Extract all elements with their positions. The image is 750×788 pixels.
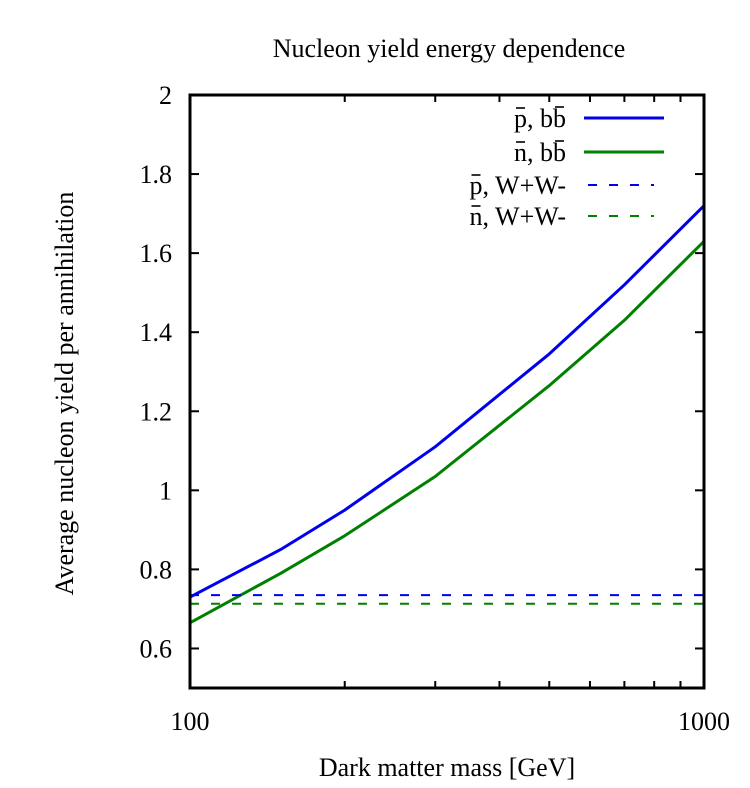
legend-separator: , xyxy=(527,138,540,167)
legend-label: n, W+W- xyxy=(470,202,567,231)
legend-label: p, W+W- xyxy=(470,171,567,200)
legend-channel: W+W- xyxy=(495,202,566,231)
x-axis-label: Dark matter mass [GeV] xyxy=(319,753,575,782)
y-tick-label: 2 xyxy=(159,81,172,110)
x-tick-label: 1000 xyxy=(678,707,730,736)
legend-particle: p xyxy=(514,104,527,133)
legend-separator: , xyxy=(527,104,540,133)
legend-particle: n xyxy=(514,138,527,167)
legend-particle: p xyxy=(470,171,483,200)
chart-title: Nucleon yield energy dependence xyxy=(273,34,626,63)
legend-channel: W+W- xyxy=(495,171,566,200)
legend-channel: bb xyxy=(540,104,566,133)
x-tick-label: 100 xyxy=(171,707,210,736)
legend-entry-2: n, bb xyxy=(514,138,664,167)
legend-label: n, bb xyxy=(514,138,566,167)
legend-label: p, bb xyxy=(514,104,566,133)
y-tick-label: 1.8 xyxy=(140,160,173,189)
y-tick-label: 1.6 xyxy=(140,239,173,268)
y-axis-label: Average nucleon yield per annihilation xyxy=(50,192,79,596)
y-tick-label: 1.2 xyxy=(140,397,173,426)
y-tick-label: 1.4 xyxy=(140,318,173,347)
legend-entry-4: n, W+W- xyxy=(470,202,654,231)
y-tick-label: 0.6 xyxy=(140,634,173,663)
series-line-2 xyxy=(189,240,706,625)
legend-particle: n xyxy=(470,202,483,231)
series-line-1 xyxy=(189,204,706,599)
y-tick-label: 0.8 xyxy=(140,555,173,584)
legend-entry-3: p, W+W- xyxy=(470,171,654,200)
legend-separator: , xyxy=(483,171,496,200)
y-tick-label: 1 xyxy=(159,476,172,505)
legend-separator: , xyxy=(483,202,496,231)
legend-channel: bb xyxy=(540,138,566,167)
legend-entry-1: p, bb xyxy=(514,104,664,133)
plot-frame xyxy=(188,93,706,690)
